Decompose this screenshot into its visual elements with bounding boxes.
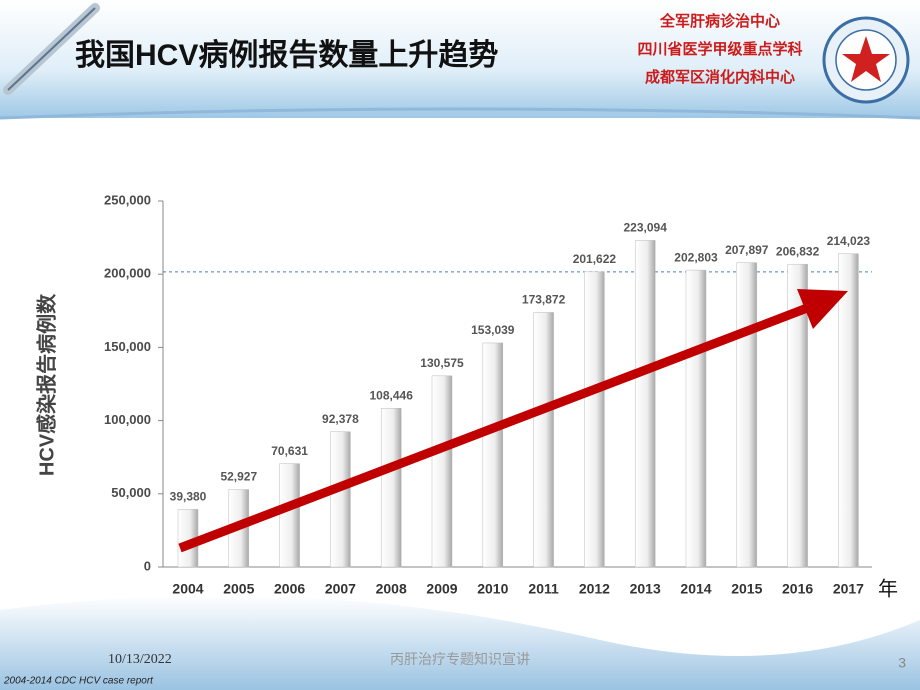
slide-title: 我国HCV病例报告数量上升趋势: [75, 39, 498, 72]
value-label: 201,622: [573, 252, 617, 266]
x-tick-label: 2015: [731, 581, 762, 597]
bar: [787, 263, 808, 568]
logo-line: 四川省医学甲级重点学科: [637, 40, 802, 58]
y-tick-label: 50,000: [111, 485, 151, 500]
value-label: 130,575: [420, 356, 464, 370]
x-tick-label: 2010: [477, 581, 508, 597]
source-note: 2004-2014 CDC HCV case report: [3, 676, 154, 687]
value-label: 207,897: [725, 243, 769, 257]
y-tick-label: 250,000: [104, 192, 151, 207]
x-tick-label: 2012: [579, 581, 610, 597]
header-band: [0, 0, 920, 118]
x-tick-label: 2016: [782, 581, 813, 597]
value-label: 70,631: [271, 444, 308, 458]
value-label: 223,094: [624, 221, 668, 235]
logo-line: 成都军区消化内科中心: [645, 68, 795, 86]
thermometer: [3, 3, 100, 95]
x-tick-label: 2006: [274, 581, 305, 597]
value-label: 92,378: [322, 412, 359, 426]
trend-arrow: [178, 289, 848, 553]
y-tick-label: 0: [144, 558, 151, 573]
x-tick-label: 2008: [376, 581, 407, 597]
bar: [584, 271, 605, 568]
footer-center: 丙肝治疗专题知识宣讲: [390, 651, 530, 668]
footer-date: 10/13/2022: [108, 652, 172, 667]
x-tick-label: 2007: [325, 581, 356, 597]
bar: [482, 342, 504, 568]
value-label: 108,446: [370, 388, 414, 402]
x-tick-label: 2017: [833, 581, 864, 597]
bar: [431, 375, 453, 568]
bar: [279, 463, 300, 568]
x-tick-label: 2009: [426, 581, 457, 597]
x-tick-label: 2013: [630, 581, 661, 597]
bar: [380, 407, 402, 568]
value-label: 214,023: [827, 234, 871, 248]
x-tick-label: 2004: [172, 581, 203, 597]
bar: [736, 262, 758, 568]
value-label: 206,832: [776, 244, 820, 258]
emblem: [822, 16, 910, 104]
logo-line: 全军肝病诊治中心: [659, 12, 780, 30]
y-axis-title: HCV感染报告病例数: [34, 293, 58, 476]
value-label: 39,380: [170, 490, 207, 504]
bar: [533, 312, 554, 568]
footer-wave: [0, 595, 920, 690]
value-label: 52,927: [220, 470, 257, 484]
value-label: 153,039: [471, 323, 515, 337]
value-label: 173,872: [522, 293, 566, 307]
x-tick-label: 2005: [223, 581, 254, 597]
x-axis-unit: 年: [878, 577, 898, 600]
value-label: 202,803: [674, 250, 718, 264]
page-number: 3: [898, 655, 906, 671]
x-tick-label: 2014: [680, 581, 711, 597]
y-tick-label: 150,000: [104, 339, 151, 354]
x-tick-label: 2011: [528, 581, 559, 597]
bar: [634, 240, 656, 568]
bar: [685, 269, 707, 568]
bar: [330, 431, 351, 568]
y-tick-label: 200,000: [104, 266, 151, 281]
y-tick-label: 100,000: [104, 412, 151, 427]
header-edge: [0, 107, 920, 120]
bar: [838, 253, 859, 568]
